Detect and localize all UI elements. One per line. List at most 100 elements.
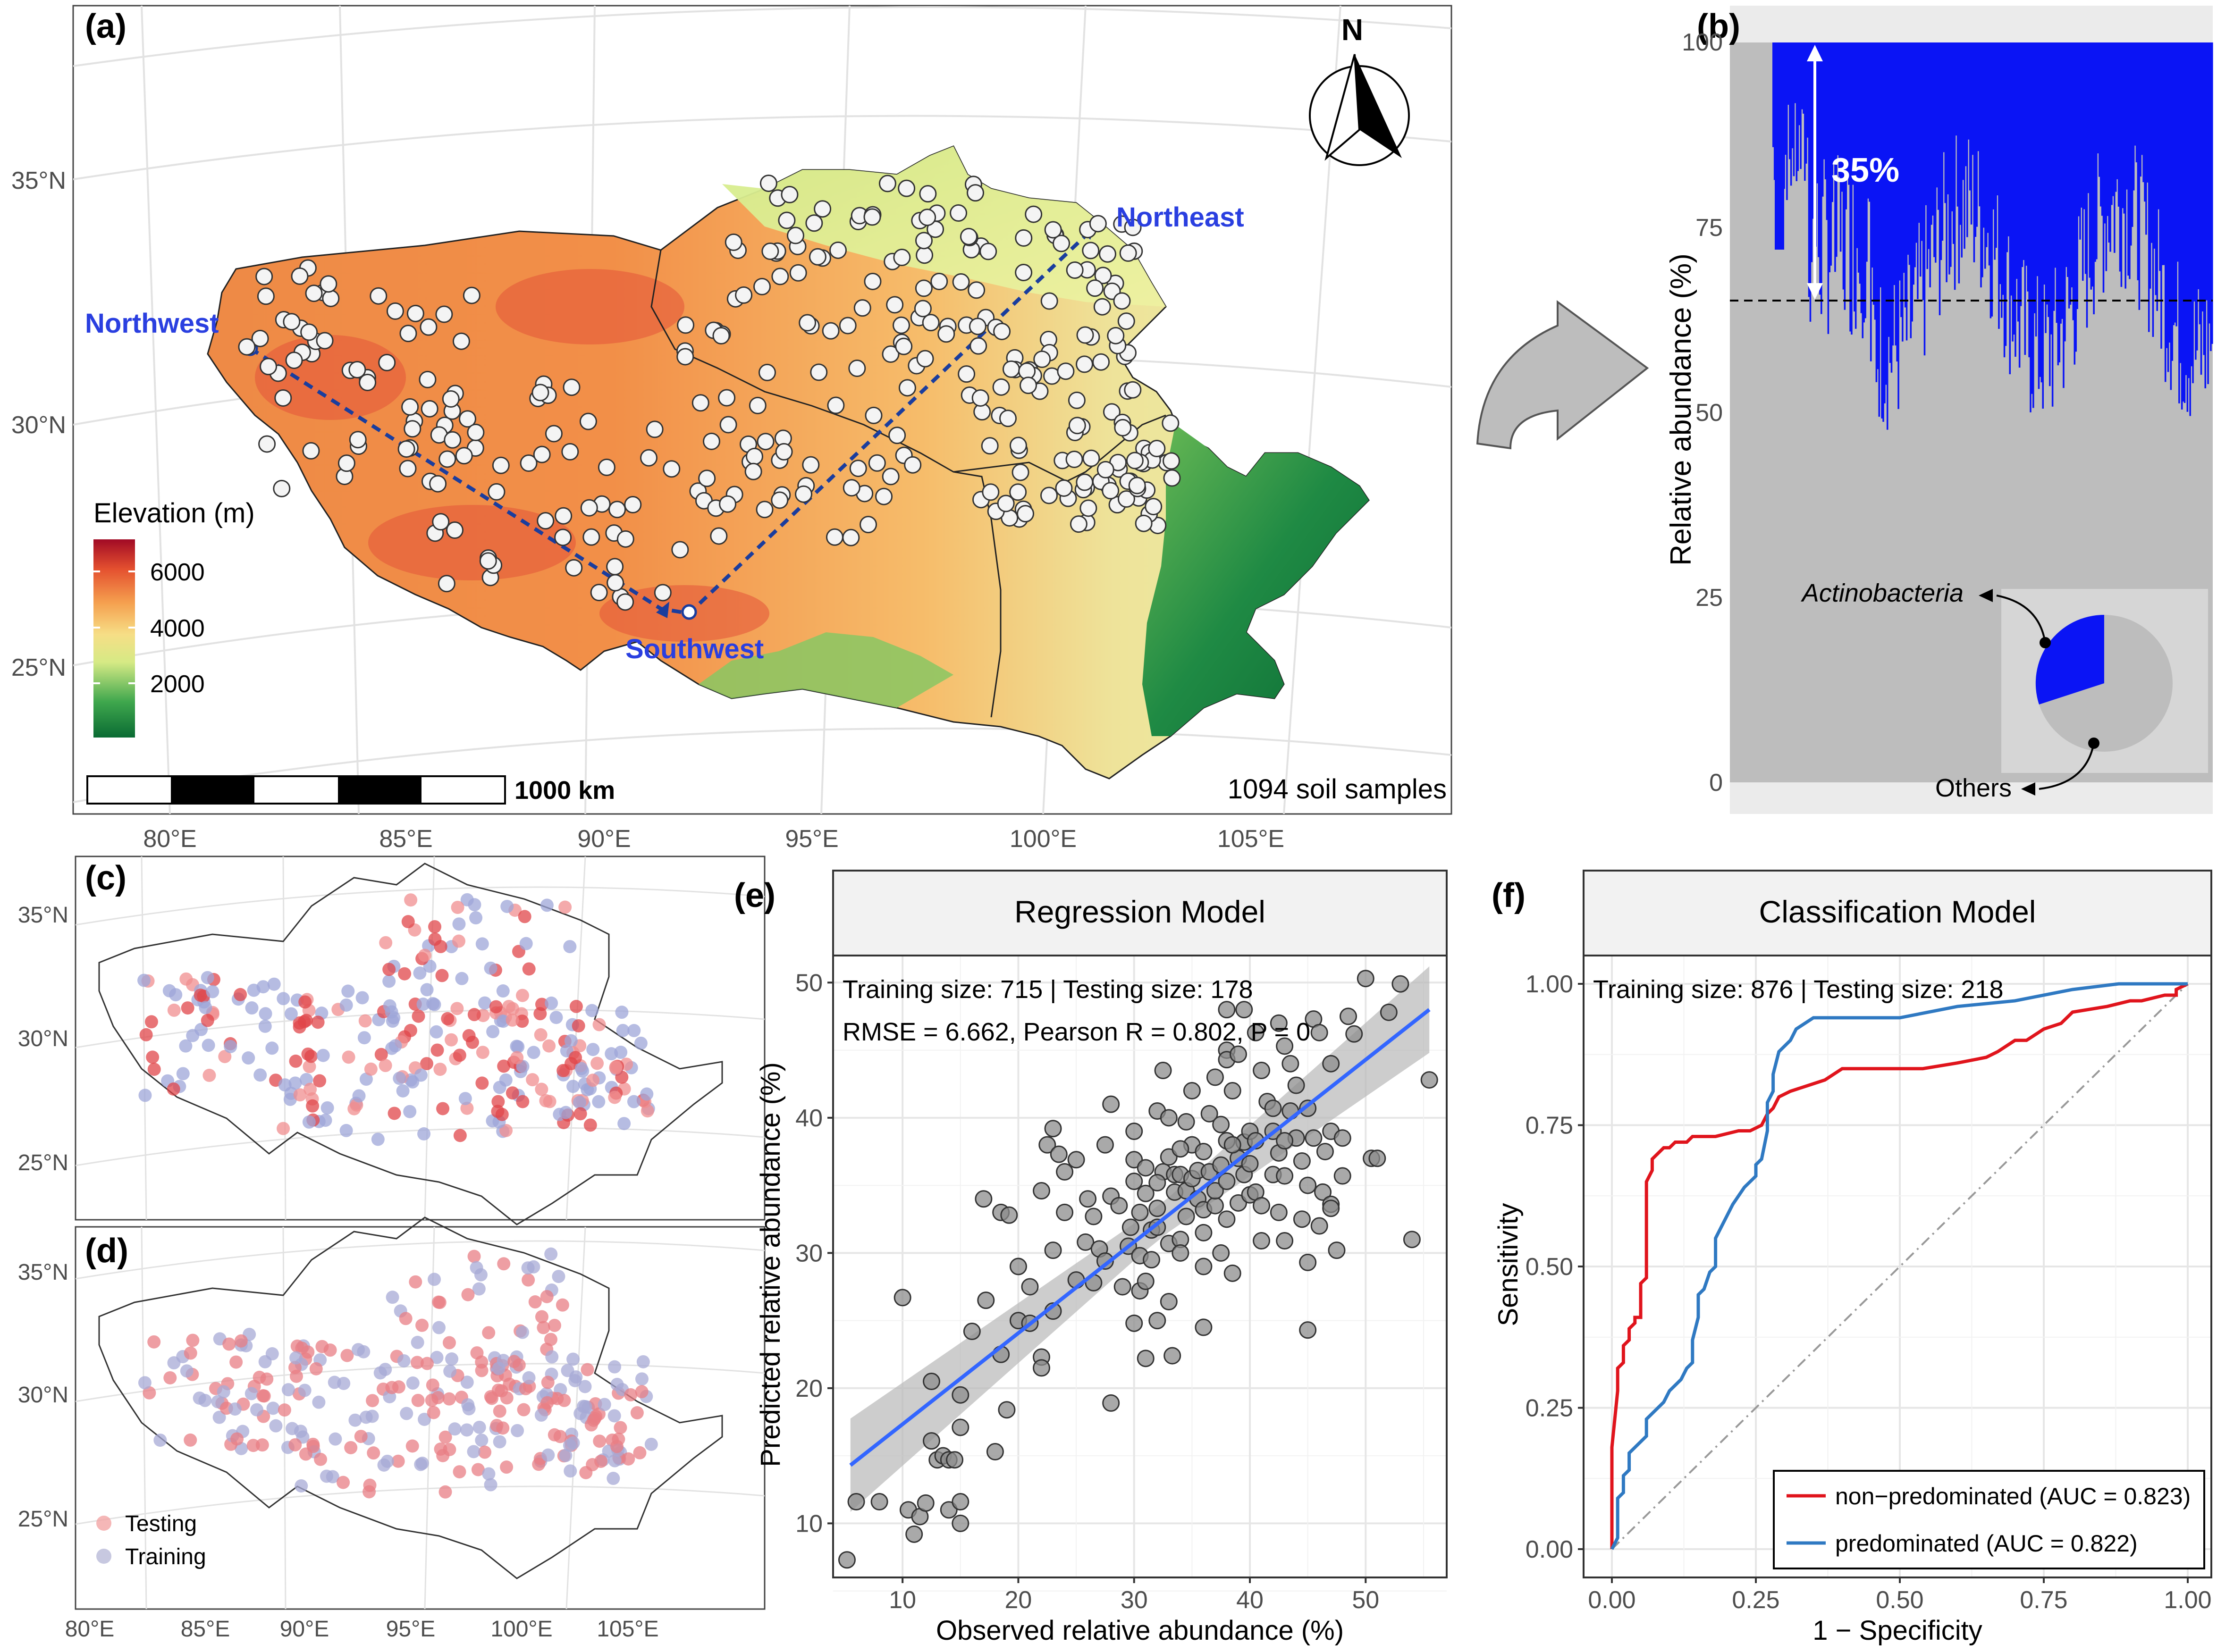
bar-actinobacteria [2057,42,2059,366]
bar-actinobacteria [1900,42,1902,318]
roc-non-predominated [1610,982,2189,1549]
sample-point [339,1124,353,1137]
sample-point [527,1046,540,1059]
sample-point [421,400,438,418]
sample-point [314,1452,328,1466]
bar-actinobacteria [1929,42,1931,287]
bar-actinobacteria [2007,42,2010,236]
bar-actinobacteria [1811,42,1813,262]
scatter-point [1096,1136,1114,1154]
bar-actinobacteria [1994,42,1996,260]
sample-point [843,479,860,497]
bar-actinobacteria [2009,42,2011,375]
y-tick-label: 30 [795,1240,823,1267]
bar-actinobacteria [1888,42,1890,337]
legend-testing: Testing [125,1511,197,1536]
sample-point [339,998,353,1012]
sample-point [411,1393,425,1407]
sample-point [786,226,804,244]
sample-point [1093,298,1111,316]
lat-tick: 25°N [11,654,66,681]
sample-point [309,1362,323,1375]
sample-point [278,1403,291,1417]
sample-point [624,1388,638,1401]
bar-actinobacteria [2112,42,2114,196]
sample-point [545,1350,559,1364]
y-tick-label: 0.25 [1526,1395,1573,1422]
bar-actinobacteria [1918,42,1920,223]
bar-actinobacteria [1851,42,1853,335]
bar-actinobacteria [2018,42,2021,368]
label-southwest: Southwest [625,634,764,664]
bar-actinobacteria [1936,42,1938,188]
sample-point [373,1366,387,1380]
bar-actinobacteria [2051,42,2054,407]
bar-actinobacteria [2160,42,2162,349]
x-tick-label: 0.25 [1732,1586,1779,1614]
scatter-point [1218,1172,1236,1190]
sample-point [305,285,323,302]
panel-a-lat-ticks: 35°N 30°N 25°N [11,167,66,681]
sample-point [839,317,857,335]
sample-point [893,249,911,267]
bar-actinobacteria [2048,42,2049,317]
pie-leader [1996,595,2046,643]
sample-point [429,475,447,493]
sample-point [430,1350,444,1364]
sample-point [320,1101,334,1115]
sample-point [491,1105,505,1118]
panel-e-stats: RMSE = 6.662, Pearson R = 0.802, P = 0 [843,1018,1310,1046]
sample-point [300,323,318,341]
y-tick-label: 10 [795,1510,823,1537]
bar-actinobacteria [2012,42,2014,342]
sample-point [453,1048,466,1062]
sample-point [291,267,309,285]
scatter-point [1050,1145,1068,1163]
arrow-label: 35% [1831,151,1899,189]
lon-tick: 95°E [785,825,838,853]
sample-point [616,530,634,548]
sample-point [459,410,477,428]
sample-point [488,483,506,501]
sample-point [677,316,695,334]
scatter-point [1241,1155,1259,1173]
points-c [137,893,655,1146]
sample-point [1079,499,1097,517]
sample-point [1107,327,1125,344]
sample-point [616,1023,630,1037]
bar-actinobacteria [2039,42,2041,377]
sample-point [718,389,736,407]
sample-point [460,1375,474,1389]
sample-point [218,1050,232,1064]
sample-point [267,977,281,991]
bar-actinobacteria [1860,42,1863,313]
sample-point [234,1334,248,1348]
sample-point [952,273,970,291]
sample-point [564,1464,577,1478]
bar-actinobacteria [2027,42,2029,292]
scale-label: 1000 km [514,776,615,805]
bar-actinobacteria [1791,42,1794,149]
sample-point [544,1333,557,1346]
sample-point [1117,312,1135,330]
samples-count: 1094 soil samples [1228,774,1447,805]
sample-point [950,204,968,222]
bar-actinobacteria [2081,42,2082,208]
sample-point [202,1068,216,1082]
scatter-point [1281,1055,1299,1073]
bar-actinobacteria [1834,42,1836,272]
sample-point [888,427,906,444]
bar-actinobacteria [1991,42,1993,317]
regression-line [849,1008,1431,1467]
bar-actinobacteria [1800,42,1802,169]
bar-actinobacteria [2078,42,2080,217]
scatter-point [922,1432,940,1450]
bar-actinobacteria [1808,42,1810,297]
sample-point [1086,279,1104,297]
bar-actinobacteria [1867,42,1869,199]
sample-point [467,1249,481,1263]
panel-f-ylabel: Sensitivity [1493,1203,1524,1326]
sample-point [277,1122,290,1135]
sample-point [432,1321,446,1334]
sample-point [419,370,437,388]
